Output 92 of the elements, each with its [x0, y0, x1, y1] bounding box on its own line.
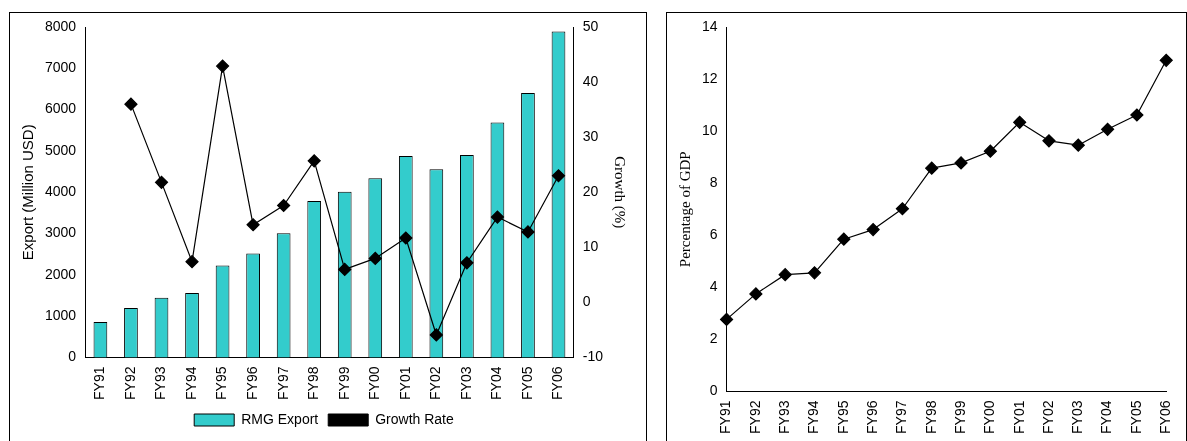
point [521, 225, 535, 239]
point [1100, 122, 1115, 136]
point [954, 156, 968, 170]
point [1071, 138, 1085, 152]
point [460, 256, 474, 270]
y-tick-label: 4000 [44, 183, 77, 200]
y-tick-label: 2000 [44, 265, 77, 282]
x-tick-label: FY94 [805, 400, 822, 435]
y2-tick-label: 40 [582, 72, 599, 89]
point [1042, 134, 1056, 148]
legend-label: Growth Rate [375, 410, 455, 427]
y-tick-label: 1000 [44, 307, 77, 324]
point [307, 154, 321, 168]
x-tick-label: FY00 [981, 400, 998, 435]
point [778, 268, 792, 282]
x-tick-label: FY05 [1127, 400, 1144, 435]
x-tick-label: FY97 [274, 366, 291, 401]
y-tick-label: 3000 [44, 224, 77, 241]
y-tick-label: 5000 [44, 141, 77, 158]
x-tick-label: FY01 [1010, 400, 1027, 435]
point [338, 262, 352, 276]
y-tick-label: 8 [709, 174, 718, 191]
point [490, 210, 505, 224]
x-tick-label: FY01 [396, 366, 413, 401]
y-axis-title: Export (Million USD) [19, 124, 37, 261]
y2-tick-label: 50 [582, 17, 599, 34]
x-tick-label: FY93 [152, 366, 169, 401]
point [895, 202, 910, 216]
y-axis-title: Percentage of GDP [676, 151, 693, 268]
x-tick-label: FY99 [951, 400, 968, 435]
y2-tick-label: 0 [582, 293, 591, 310]
point [866, 222, 880, 237]
point [551, 169, 566, 183]
point [246, 218, 260, 232]
x-tick-label: FY03 [1069, 400, 1086, 435]
point [719, 312, 734, 327]
point [368, 251, 382, 265]
y-tick-label: 10 [701, 122, 718, 139]
point [185, 255, 199, 269]
x-tick-label: FY04 [488, 366, 505, 401]
y-tick-label: 0 [709, 382, 718, 399]
y2-tick-label: 30 [582, 128, 599, 145]
point [399, 231, 413, 245]
y-tick-label: 8000 [44, 17, 77, 34]
legend-label: RMG Export [241, 410, 319, 427]
point [1159, 53, 1173, 67]
x-tick-label: FY96 [863, 400, 880, 435]
x-tick-label: FY91 [91, 366, 108, 401]
point [1130, 108, 1144, 122]
y-tick-label: 6000 [44, 100, 77, 117]
point [1013, 115, 1027, 129]
y2-tick-label: 20 [582, 183, 599, 200]
x-tick-label: FY98 [922, 400, 939, 435]
y2-axis-title: Growth (%) [611, 156, 629, 229]
point [429, 328, 443, 342]
point [215, 59, 230, 73]
y-tick-label: 14 [701, 17, 718, 34]
x-tick-label: FY05 [518, 366, 535, 401]
y2-tick-label: -10 [582, 348, 604, 365]
x-tick-label: FY02 [427, 366, 444, 401]
point [983, 144, 997, 158]
y-tick-label: 12 [701, 69, 718, 86]
x-tick-label: FY95 [834, 400, 851, 435]
x-tick-label: FY94 [182, 366, 199, 401]
x-tick-label: FY06 [549, 366, 566, 401]
x-tick-label: FY92 [746, 400, 763, 435]
point [124, 97, 138, 111]
x-tick-label: FY95 [213, 366, 230, 401]
x-tick-label: FY06 [1157, 400, 1174, 435]
point [925, 161, 939, 175]
point [277, 198, 291, 213]
x-tick-label: FY02 [1039, 400, 1056, 435]
x-tick-label: FY97 [893, 400, 910, 435]
y-tick-label: 6 [709, 226, 718, 243]
y-tick-label: 4 [709, 278, 718, 295]
y2-tick-label: 10 [582, 238, 599, 255]
x-tick-label: FY96 [243, 366, 260, 401]
x-tick-label: FY99 [335, 366, 352, 401]
x-tick-label: FY00 [366, 366, 383, 401]
x-tick-label: FY04 [1098, 400, 1115, 435]
x-tick-label: FY92 [121, 366, 138, 401]
y-tick-label: 0 [68, 348, 77, 365]
x-tick-label: FY98 [305, 366, 322, 401]
point [837, 232, 851, 246]
x-tick-label: FY91 [717, 400, 734, 435]
point [807, 266, 822, 280]
x-tick-label: FY03 [457, 366, 474, 401]
point [154, 175, 169, 189]
y-tick-label: 7000 [44, 59, 77, 76]
x-tick-label: FY93 [776, 400, 793, 435]
y-tick-label: 2 [709, 330, 718, 347]
point [749, 287, 763, 301]
